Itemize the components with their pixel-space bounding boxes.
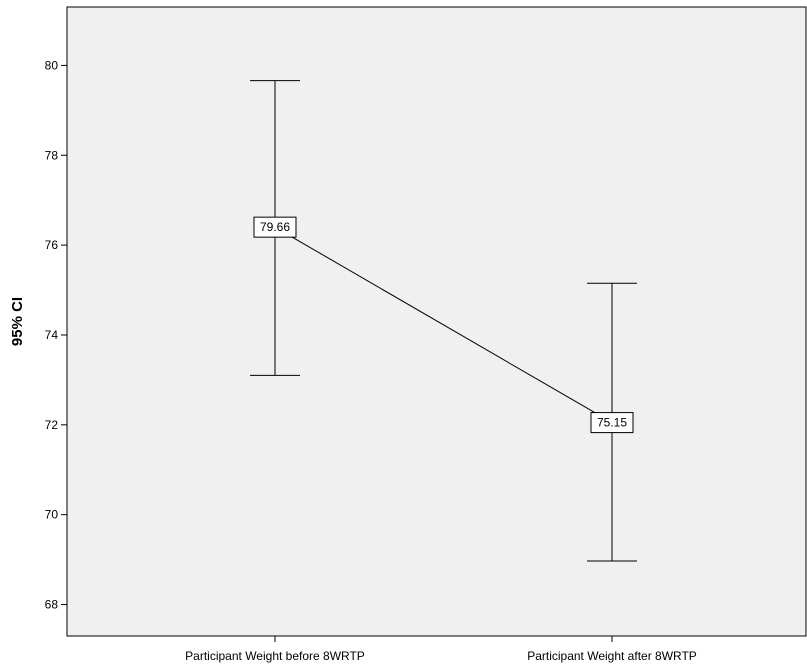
x-category-label: Participant Weight before 8WRTP [185,649,365,663]
y-tick-label: 80 [45,58,59,72]
y-tick-label: 78 [45,148,59,162]
y-tick-label: 76 [45,238,59,252]
error-bar-2: 75.15 [587,282,637,562]
y-axis: 68 70 72 74 76 78 80 [45,58,67,612]
data-label-box [253,216,297,238]
y-tick-label: 72 [45,418,59,432]
y-tick-label: 70 [45,508,59,522]
y-tick-label: 68 [45,598,59,612]
plot-area [66,6,807,637]
x-category-label: Participant Weight after 8WRTP [527,649,697,663]
chart-marks: 79.66 75.15 [250,80,637,562]
error-bar-1: 79.66 [250,80,300,376]
y-tick-label: 74 [45,328,59,342]
x-axis: Participant Weight before 8WRTP Participa… [185,636,697,663]
y-axis-title: 95% CI [9,297,26,346]
data-label: 75.15 [597,416,627,430]
data-label: 79.66 [260,220,290,234]
mean-connector-line [274,226,613,424]
data-label-box [590,412,634,434]
